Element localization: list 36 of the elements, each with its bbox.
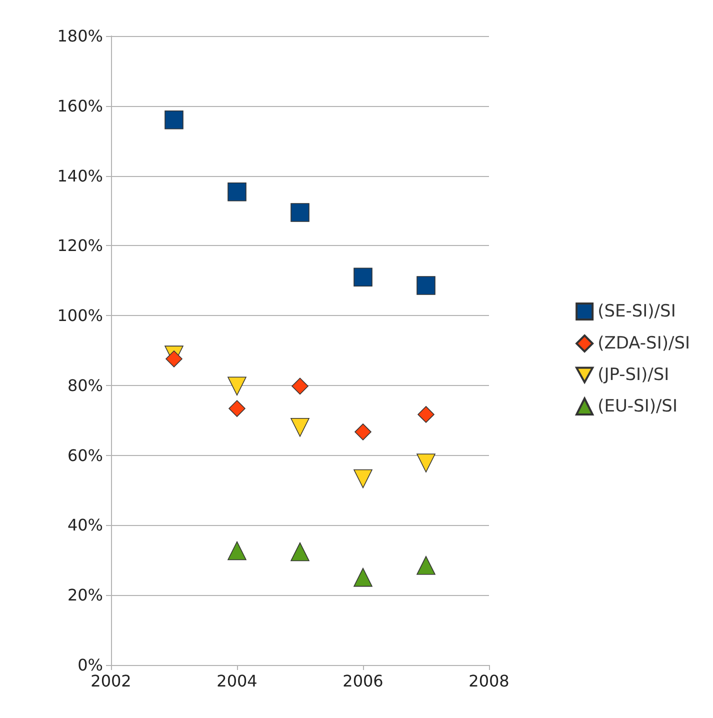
y-tick-label: 80% [67, 376, 103, 395]
legend-label: (EU-SI)/SI [598, 396, 678, 416]
legend-label: (JP-SI)/SI [598, 365, 670, 385]
y-tick-label: 40% [67, 516, 103, 535]
y-tick-label: 180% [57, 26, 103, 46]
point [164, 110, 184, 130]
point [416, 454, 436, 472]
point [290, 418, 310, 437]
point [416, 276, 436, 295]
legend-label: (ZDA-SI)/SI [598, 334, 690, 354]
point [292, 378, 308, 395]
point [290, 542, 310, 562]
y-tick-label: 20% [67, 586, 103, 605]
point [228, 376, 246, 396]
y-tick-label: 140% [57, 166, 103, 186]
x-tick-label: 2002 [90, 672, 132, 690]
point [418, 406, 434, 423]
point [354, 268, 372, 287]
x-tick-label: 2004 [216, 672, 258, 690]
x-tick-label: 2006 [342, 672, 384, 690]
y-tick-label: 100% [57, 306, 103, 326]
y-tick-label: 120% [57, 236, 103, 256]
point [354, 568, 372, 587]
point [228, 182, 246, 202]
point [228, 400, 246, 417]
point [354, 469, 372, 488]
point [166, 350, 182, 368]
point [290, 203, 310, 222]
y-tick-label: 160% [57, 96, 103, 116]
y-tick-label: 0% [78, 656, 103, 674]
x-tick-label: 2008 [468, 672, 510, 690]
point [354, 424, 372, 440]
point [416, 556, 436, 575]
point [228, 541, 246, 560]
legend-label: (SE-SI)/SI [598, 302, 676, 322]
y-tick-label: 60% [67, 446, 103, 465]
